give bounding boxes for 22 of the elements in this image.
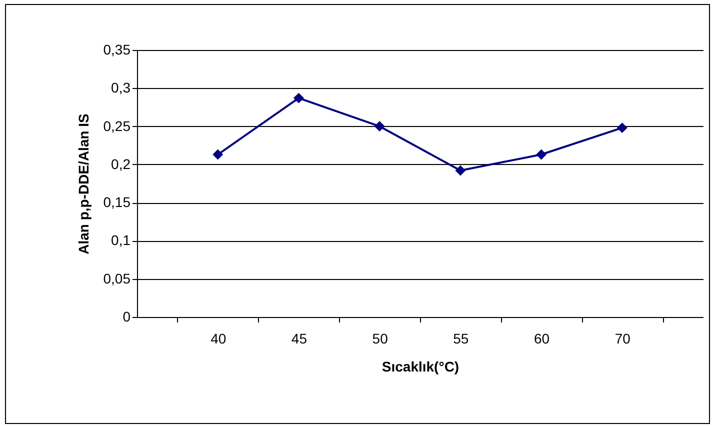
y-axis-title: Alan p,p-DDE/Alan IS bbox=[75, 114, 92, 254]
x-tick-label: 55 bbox=[453, 330, 469, 346]
y-tick-label: 0,05 bbox=[103, 270, 131, 286]
y-tick-label: 0,3 bbox=[111, 80, 131, 96]
x-tick-label: 45 bbox=[291, 330, 308, 346]
point bbox=[293, 92, 304, 104]
x-axis-title: Sıcaklık(°C) bbox=[382, 358, 460, 374]
x-tick-label: 40 bbox=[210, 330, 226, 346]
point bbox=[212, 149, 224, 160]
point bbox=[536, 149, 547, 160]
y-tick-label: 0,35 bbox=[103, 42, 131, 58]
point bbox=[374, 121, 385, 132]
y-tick-label: 0,25 bbox=[103, 118, 131, 134]
x-tick-label: 60 bbox=[534, 330, 550, 346]
y-tick-label: 0 bbox=[122, 308, 131, 324]
point bbox=[616, 122, 628, 134]
x-tick-label: 50 bbox=[372, 330, 388, 346]
x-tick-label: 70 bbox=[614, 330, 631, 346]
y-tick-label: 0,1 bbox=[111, 232, 131, 248]
y-tick-label: 0,15 bbox=[103, 194, 131, 210]
y-tick-label: 0,2 bbox=[111, 156, 131, 172]
point bbox=[455, 165, 466, 176]
